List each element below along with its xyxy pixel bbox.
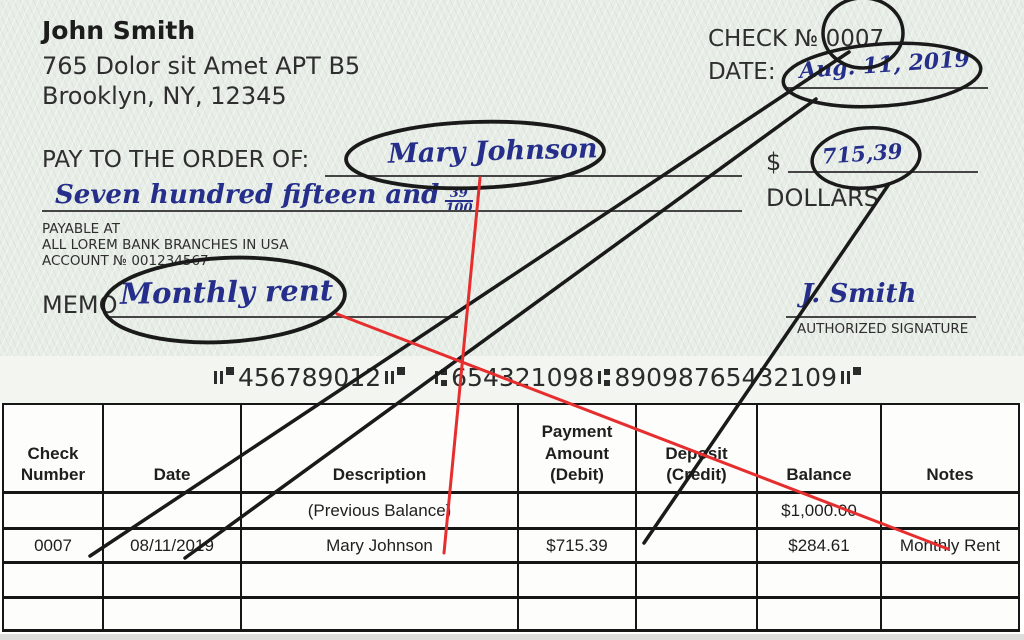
row0-description: (Previous Balance) xyxy=(242,494,517,527)
fraction-numerator: 39 xyxy=(449,186,468,201)
row0-check-number xyxy=(4,494,102,527)
micr-onus-icon xyxy=(214,364,234,391)
column-header-credit: Deposit (Credit) xyxy=(637,405,756,491)
dollar-sign: $ xyxy=(766,148,782,176)
row3-credit xyxy=(637,599,756,629)
micr-onus-icon xyxy=(385,364,406,391)
micr-routing: 456789012 xyxy=(238,363,382,392)
payable-at-line1: PAYABLE AT xyxy=(42,221,120,237)
micr-account: 654321098 xyxy=(451,363,595,392)
row1-debit: $715.39 xyxy=(519,530,635,561)
micr-transit-icon xyxy=(598,364,611,391)
bottom-margin-strip xyxy=(0,634,1024,640)
row3-notes xyxy=(882,599,1018,629)
row2-check-number xyxy=(4,564,102,596)
row0-date xyxy=(104,494,240,527)
column-header-notes: Notes xyxy=(882,405,1018,491)
dollars-label: DOLLARS xyxy=(766,184,879,212)
memo-handwritten: Monthly rent xyxy=(119,273,334,311)
row0-debit xyxy=(519,494,635,527)
row0-notes xyxy=(882,494,1018,527)
signature-handwritten: J. Smith xyxy=(801,279,917,309)
memo-label: MEMO xyxy=(42,291,118,319)
date-label: DATE: xyxy=(708,59,776,85)
row3-check-number xyxy=(4,599,102,629)
row0-balance: $1,000.00 xyxy=(758,494,880,527)
micr-onus-icon xyxy=(841,364,861,391)
payee-handwritten: Mary Johnson xyxy=(387,133,598,170)
amount-words-rule xyxy=(42,210,742,212)
signature-rule xyxy=(786,316,976,318)
check-register-table: Check Number Date Description Payment Am… xyxy=(2,403,1020,632)
row1-description: Mary Johnson xyxy=(242,530,517,561)
row0-credit xyxy=(637,494,756,527)
row1-notes: Monthly Rent xyxy=(882,530,1018,561)
row3-debit xyxy=(519,599,635,629)
row1-balance: $284.61 xyxy=(758,530,880,561)
fraction-denominator: 100 xyxy=(445,200,473,216)
row2-notes xyxy=(882,564,1018,596)
micr-serial: 89098765432109 xyxy=(614,363,837,392)
row2-description xyxy=(242,564,517,596)
date-rule xyxy=(786,87,988,89)
row2-credit xyxy=(637,564,756,596)
amount-handwritten: 715,39 xyxy=(821,138,904,169)
column-header-description: Description xyxy=(242,405,517,491)
payable-at-line2: ALL LOREM BANK BRANCHES IN USA xyxy=(42,237,289,253)
row3-date xyxy=(104,599,240,629)
row2-date xyxy=(104,564,240,596)
pay-to-label: PAY TO THE ORDER OF: xyxy=(42,147,310,173)
amount-rule xyxy=(788,171,978,173)
row2-balance xyxy=(758,564,880,596)
memo-rule xyxy=(106,316,458,318)
payer-name: John Smith xyxy=(42,16,196,45)
check-number-row: CHECK № 0007 xyxy=(708,26,884,52)
row1-check-number: 0007 xyxy=(4,530,102,561)
authorized-signature-label: AUTHORIZED SIGNATURE xyxy=(797,321,969,337)
payer-address-line1: 765 Dolor sit Amet APT B5 xyxy=(42,52,361,80)
check-number-value: 0007 xyxy=(825,26,885,52)
payee-rule xyxy=(325,175,742,177)
column-header-balance: Balance xyxy=(758,405,880,491)
check-number-label: CHECK № xyxy=(708,26,819,52)
column-header-check-number: Check Number xyxy=(4,405,102,491)
payer-address-line2: Brooklyn, NY, 12345 xyxy=(42,82,287,110)
column-header-date: Date xyxy=(104,405,240,491)
check: John Smith 765 Dolor sit Amet APT B5 Bro… xyxy=(0,0,1024,357)
micr-transit-icon xyxy=(435,364,448,391)
payable-at-line3: ACCOUNT № 001234567 xyxy=(42,253,209,269)
row1-date: 08/11/2019 xyxy=(104,530,240,561)
row3-description xyxy=(242,599,517,629)
row3-balance xyxy=(758,599,880,629)
amount-words-text: Seven hundred fifteen and xyxy=(55,180,440,210)
column-header-debit: Payment Amount (Debit) xyxy=(519,405,635,491)
micr-line: 456789012 654321098 89098765432109 xyxy=(210,363,865,392)
row1-credit xyxy=(637,530,756,561)
payable-at-block: PAYABLE AT ALL LOREM BANK BRANCHES IN US… xyxy=(42,221,289,269)
row2-debit xyxy=(519,564,635,596)
